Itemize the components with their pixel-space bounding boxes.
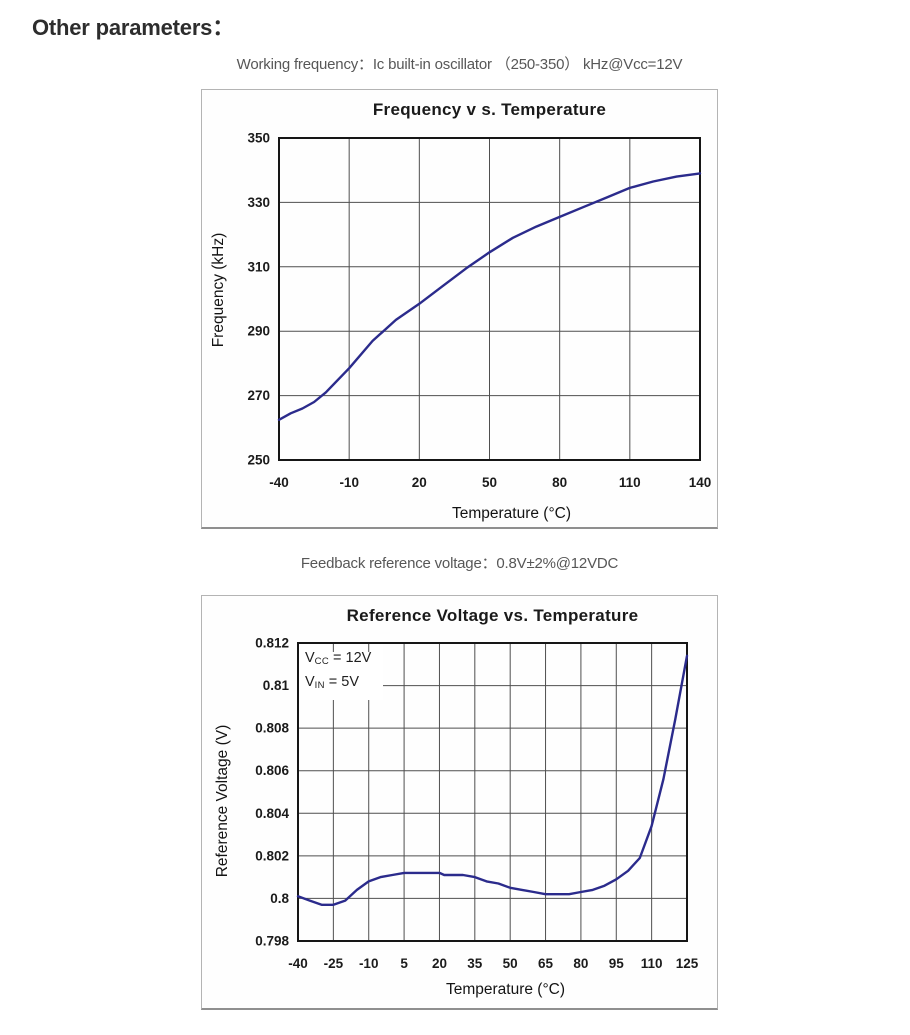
svg-text:110: 110 xyxy=(641,956,663,971)
svg-text:310: 310 xyxy=(247,259,270,274)
x-axis-label: Temperature (°C) xyxy=(451,505,572,522)
svg-text:50: 50 xyxy=(482,475,497,490)
svg-text:290: 290 xyxy=(247,324,270,339)
frequency-vs-temperature-plot: 250 270 290 310 330 350 -40 -10 20 50 80 110 140 xyxy=(247,131,712,491)
svg-text:-40: -40 xyxy=(269,475,289,490)
svg-text:35: 35 xyxy=(467,956,483,971)
svg-text:0.8: 0.8 xyxy=(270,891,289,906)
svg-text:0.806: 0.806 xyxy=(255,763,289,778)
svg-text:-10: -10 xyxy=(339,475,359,490)
svg-text:0.812: 0.812 xyxy=(255,636,289,651)
feedback-voltage-caption: Feedback reference voltage：0.8V±2%@12VDC xyxy=(300,555,619,572)
svg-text:270: 270 xyxy=(247,388,270,403)
reference-voltage-vs-temperature-plot: 0.798 0.8 0.802 0.804 0.806 0.808 0.81 0.812 -40… xyxy=(255,636,699,972)
svg-text:50: 50 xyxy=(503,956,518,971)
svg-text:125: 125 xyxy=(676,956,699,971)
svg-text:0.808: 0.808 xyxy=(255,721,289,736)
svg-text:5: 5 xyxy=(400,956,408,971)
svg-text:65: 65 xyxy=(538,956,554,971)
svg-text:250: 250 xyxy=(247,453,270,468)
reference-voltage-vs-temperature-chart-card: 0.798 0.8 0.802 0.804 0.806 0.808 0.81 0.812 -40… xyxy=(201,595,718,1010)
svg-text:350: 350 xyxy=(247,131,270,146)
svg-text:0.804: 0.804 xyxy=(255,806,289,821)
svg-text:-40: -40 xyxy=(288,956,308,971)
frequency-vs-temperature-chart-card: 250 270 290 310 330 350 -40 -10 20 50 80 110 140 Fre… xyxy=(201,89,718,529)
svg-text:20: 20 xyxy=(432,956,447,971)
chart-title: Reference Voltage vs. Temperature xyxy=(346,606,639,625)
vcc-condition: VCC = 12V xyxy=(305,650,372,667)
svg-text:95: 95 xyxy=(609,956,625,971)
svg-text:0.798: 0.798 xyxy=(255,934,289,949)
y-axis-label: Reference Voltage (V) xyxy=(214,724,231,878)
svg-text:20: 20 xyxy=(412,475,427,490)
svg-text:-10: -10 xyxy=(359,956,379,971)
svg-text:140: 140 xyxy=(689,475,712,490)
svg-text:110: 110 xyxy=(619,475,641,490)
svg-text:-25: -25 xyxy=(324,956,344,971)
svg-text:0.802: 0.802 xyxy=(255,848,289,863)
vin-condition: VIN = 5V xyxy=(305,674,360,691)
y-axis-label: Frequency (kHz) xyxy=(210,232,227,348)
test-conditions-annotation: VCC = 12V VIN = 5V xyxy=(305,647,371,695)
chart-title: Frequency v s. Temperature xyxy=(372,100,607,119)
page-title: Other parameters： xyxy=(32,15,235,40)
svg-text:0.81: 0.81 xyxy=(263,678,290,693)
x-axis-label: Temperature (°C) xyxy=(445,981,566,998)
svg-text:80: 80 xyxy=(573,956,588,971)
working-frequency-caption: Working frequency：Ic built-in oscillator… xyxy=(236,56,683,73)
svg-text:330: 330 xyxy=(247,195,270,210)
svg-text:80: 80 xyxy=(552,475,567,490)
